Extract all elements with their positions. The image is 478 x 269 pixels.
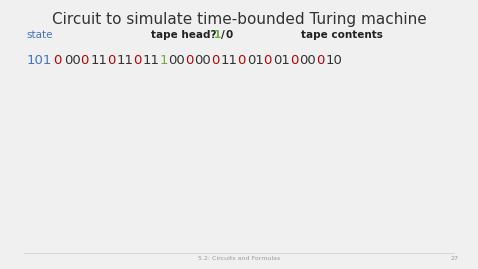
Text: 0: 0: [133, 54, 142, 67]
Text: 5.2: Circuits and Formulas: 5.2: Circuits and Formulas: [198, 256, 280, 261]
Text: 0: 0: [290, 54, 298, 67]
Text: 11: 11: [220, 54, 238, 67]
Text: 11: 11: [117, 54, 134, 67]
Text: 00: 00: [195, 54, 211, 67]
Text: 101: 101: [26, 54, 52, 67]
Text: 0: 0: [107, 54, 116, 67]
Text: 0: 0: [316, 54, 325, 67]
Text: tape head?: tape head?: [151, 30, 220, 40]
Text: 00: 00: [168, 54, 185, 67]
Text: /: /: [221, 30, 225, 40]
Text: 10: 10: [326, 54, 342, 67]
Text: 01: 01: [247, 54, 263, 67]
Text: 0: 0: [263, 54, 272, 67]
Text: 01: 01: [273, 54, 290, 67]
Text: Circuit to simulate time-bounded Turing machine: Circuit to simulate time-bounded Turing …: [52, 12, 426, 27]
Text: state: state: [26, 30, 53, 40]
Text: 11: 11: [90, 54, 108, 67]
Text: 1: 1: [214, 30, 221, 40]
Text: 0: 0: [226, 30, 233, 40]
Text: 0: 0: [185, 54, 194, 67]
Text: 0: 0: [54, 54, 62, 67]
Text: 27: 27: [451, 256, 459, 261]
Text: 1: 1: [160, 54, 168, 67]
Text: 0: 0: [80, 54, 89, 67]
Text: tape contents: tape contents: [301, 30, 383, 40]
Text: 00: 00: [299, 54, 316, 67]
Text: 11: 11: [143, 54, 160, 67]
Text: 0: 0: [237, 54, 246, 67]
Text: 0: 0: [211, 54, 219, 67]
Text: 00: 00: [64, 54, 81, 67]
